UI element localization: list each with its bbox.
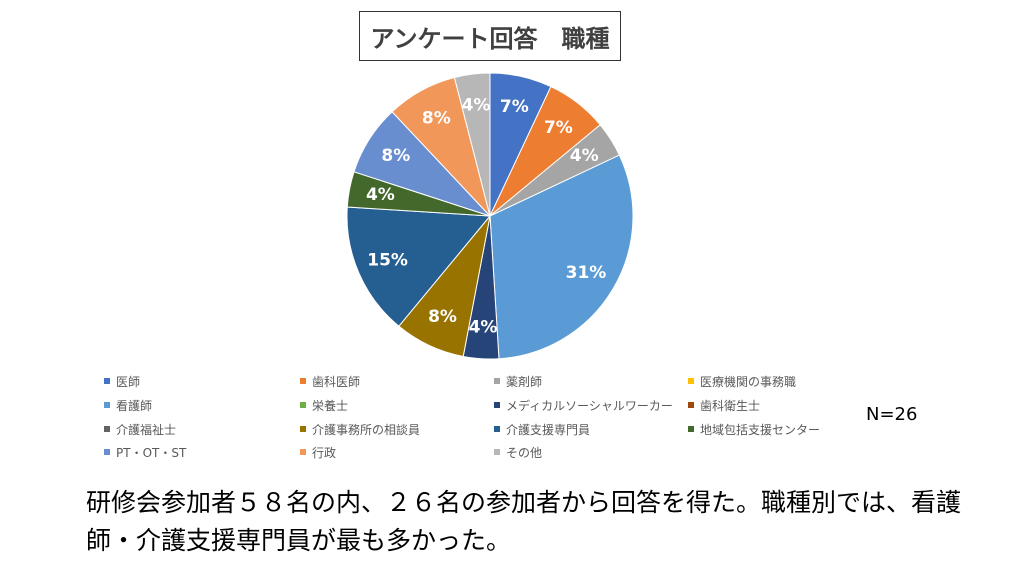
legend-item: 行政: [300, 443, 336, 461]
legend-label: 行政: [312, 445, 337, 460]
pie-slice-10: [346, 206, 492, 327]
legend-swatch: [300, 426, 306, 432]
legend-swatch: [688, 402, 694, 408]
slice-label-1: 7%: [544, 118, 573, 138]
legend-label: PT・OT・ST: [116, 445, 187, 460]
legend-label: 歯科医師: [312, 374, 361, 389]
legend: 医師 歯科医師 薬剤師 医療機関の事務職看護師 栄養士 メディカルソーシャルワーカー 歯科衛…: [104, 372, 864, 468]
slice-label-0: 7%: [500, 97, 529, 117]
slice-label-9: 8%: [428, 307, 457, 327]
legend-swatch: [688, 426, 694, 432]
pie-slice-14: [453, 72, 491, 217]
legend-label: 介護支援専門員: [506, 422, 591, 437]
legend-label: 看護師: [116, 398, 153, 413]
legend-swatch: [300, 449, 306, 455]
slice-label-12: 8%: [381, 146, 410, 166]
slice-label-6: 4%: [469, 317, 498, 337]
pie-slices: [346, 72, 634, 360]
legend-swatch: [300, 402, 306, 408]
legend-label: 栄養士: [312, 398, 349, 413]
legend-item: 介護支援専門員: [494, 420, 590, 438]
legend-label: 医師: [116, 374, 141, 389]
legend-item: 歯科衛生士: [688, 396, 760, 414]
legend-label: 医療機関の事務職: [700, 374, 797, 389]
legend-item: 介護事務所の相談員: [300, 420, 420, 438]
legend-label: 介護福祉士: [116, 422, 177, 437]
legend-swatch: [494, 402, 500, 408]
legend-item: 介護福祉士: [104, 420, 176, 438]
legend-swatch: [494, 378, 500, 384]
legend-swatch: [104, 402, 110, 408]
summary-text: 研修会参加者５８名の内、２６名の参加者から回答を得た。職種別では、看護師・介護支…: [86, 488, 962, 555]
legend-item: 栄養士: [300, 396, 348, 414]
legend-item: 歯科医師: [300, 372, 360, 390]
legend-item: 地域包括支援センター: [688, 420, 820, 438]
legend-label: 歯科衛生士: [700, 398, 761, 413]
legend-label: 地域包括支援センター: [700, 422, 821, 437]
slice-label-4: 31%: [566, 263, 607, 283]
chart-title: アンケート回答 職種: [359, 11, 621, 61]
pie-labels: 7% 7% 4% 31% 4% 8% 15% 4% 8% 8% 4%: [366, 95, 606, 337]
slice-label-13: 8%: [422, 108, 451, 128]
legend-swatch: [494, 449, 500, 455]
legend-item: 医療機関の事務職: [688, 372, 796, 390]
legend-item: 薬剤師: [494, 372, 542, 390]
legend-swatch: [104, 449, 110, 455]
legend-item: 看護師: [104, 396, 152, 414]
legend-label: その他: [506, 445, 543, 460]
legend-label: 介護事務所の相談員: [312, 422, 421, 437]
pie-slice-4: [489, 154, 634, 360]
legend-swatch: [688, 378, 694, 384]
legend-swatch: [104, 378, 110, 384]
legend-label: 薬剤師: [506, 374, 543, 389]
slice-label-2: 4%: [570, 146, 599, 166]
legend-swatch: [300, 378, 306, 384]
legend-label: メディカルソーシャルワーカー: [506, 398, 673, 413]
legend-swatch: [104, 426, 110, 432]
legend-item: PT・OT・ST: [104, 443, 186, 461]
legend-item: 医師: [104, 372, 140, 390]
sample-size-label: N=26: [866, 404, 918, 425]
legend-item: メディカルソーシャルワーカー: [494, 396, 673, 414]
legend-swatch: [494, 426, 500, 432]
legend-item: その他: [494, 443, 542, 461]
slice-label-11: 4%: [366, 185, 395, 205]
slice-label-14: 4%: [462, 95, 491, 115]
slice-label-10: 15%: [367, 250, 408, 270]
